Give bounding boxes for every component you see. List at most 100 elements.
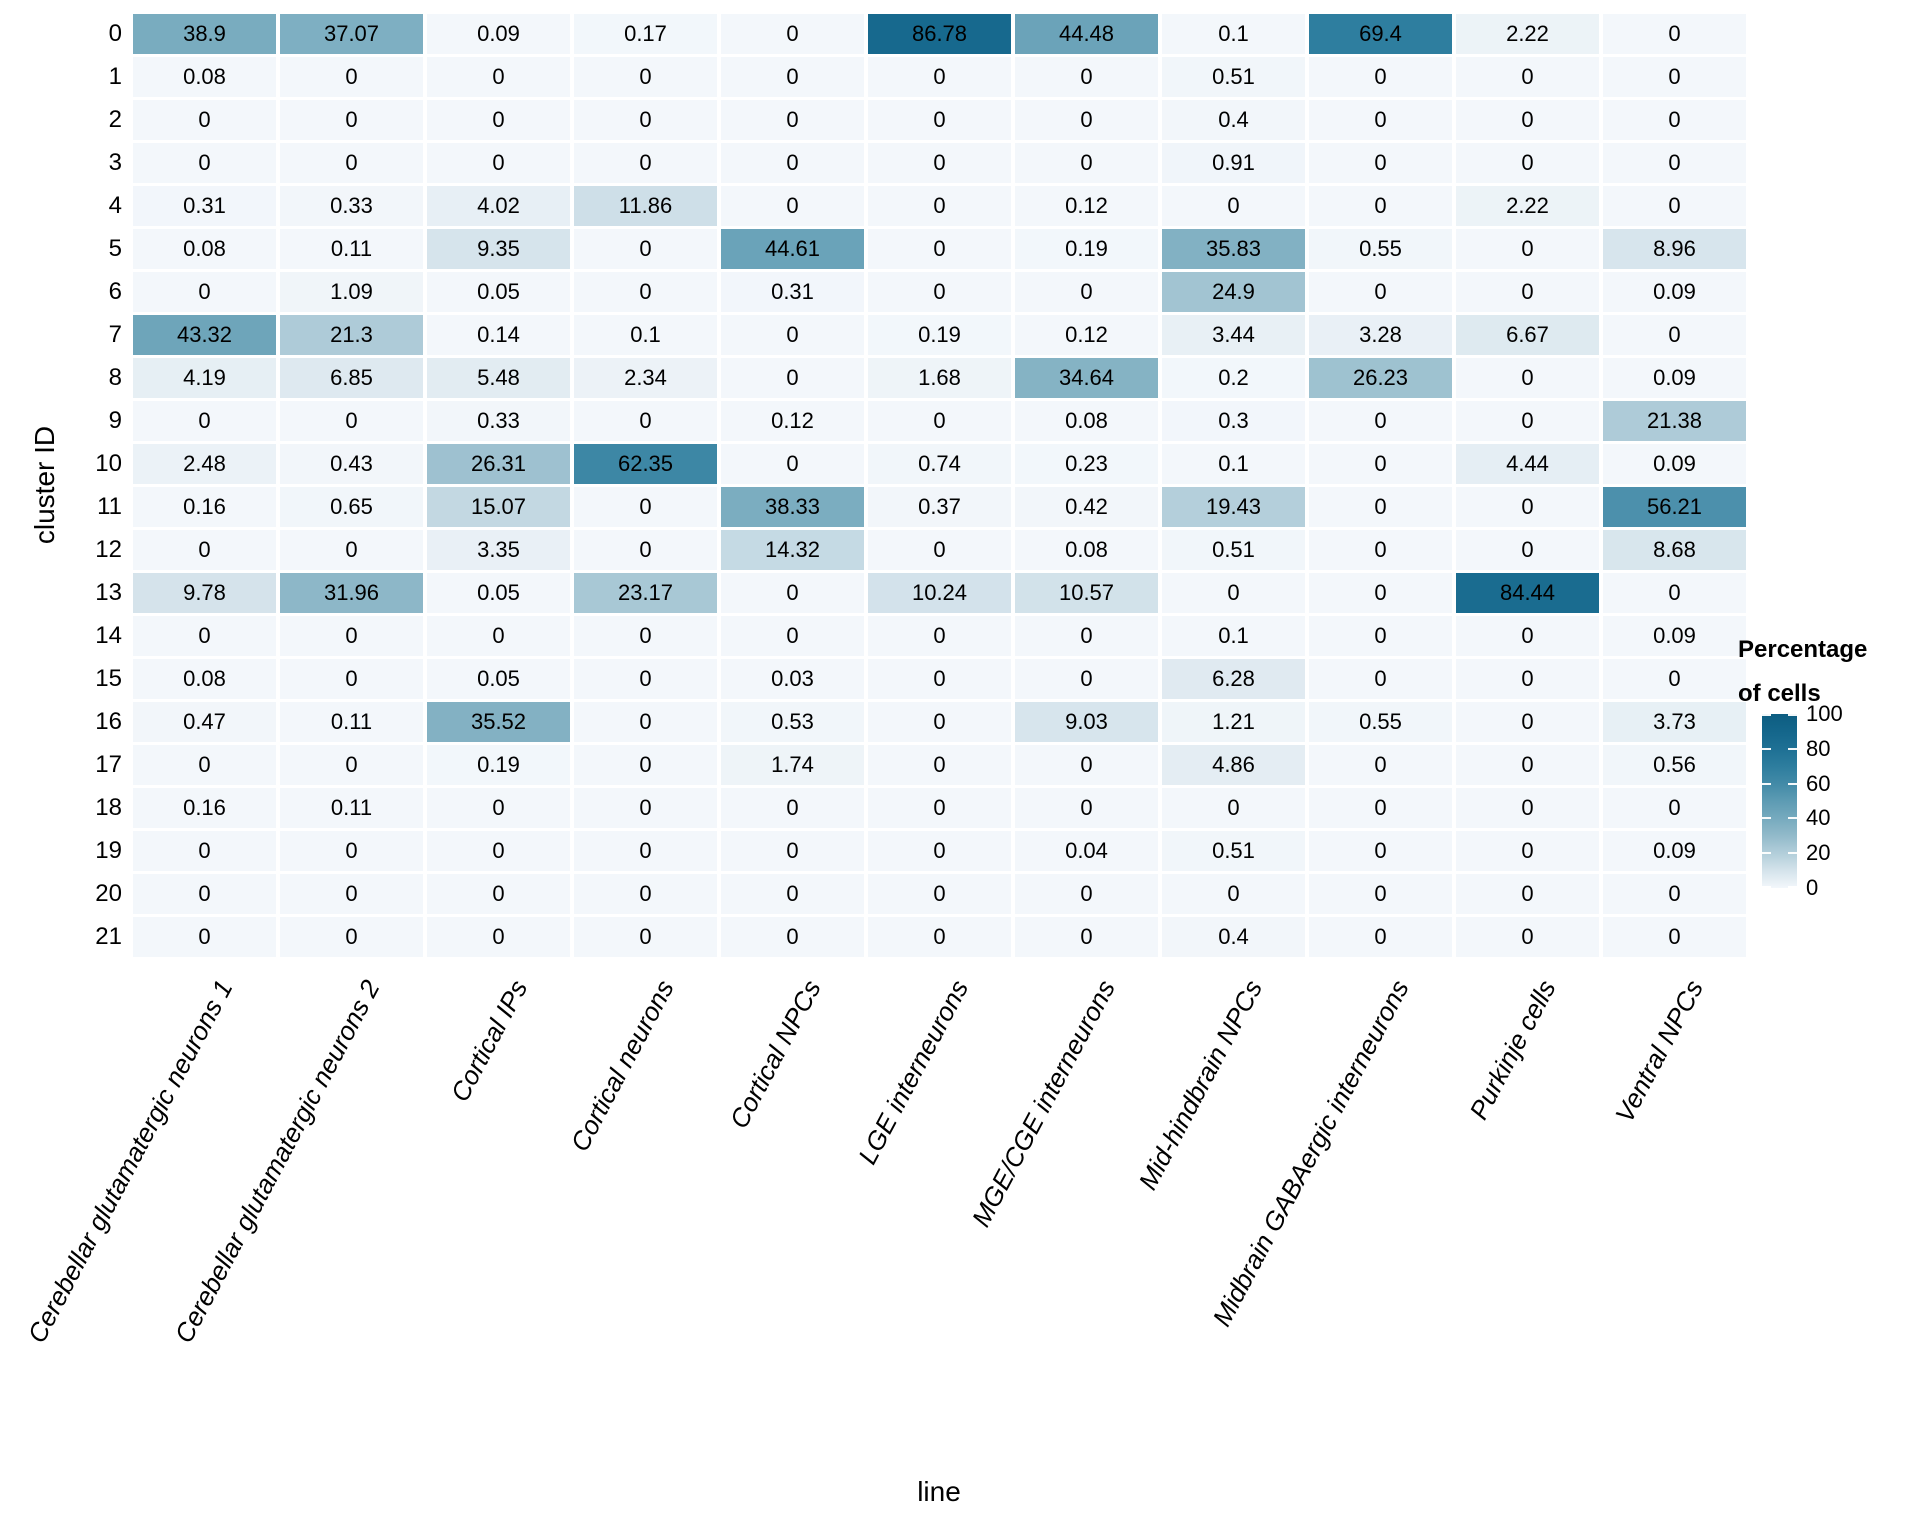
heatmap-cell: 0: [574, 702, 717, 742]
heatmap-cell: 2.22: [1456, 14, 1599, 54]
heatmap-cell: 0.05: [427, 659, 570, 699]
heatmap-cell: 0: [133, 874, 276, 914]
heatmap-cell: 2.48: [133, 444, 276, 484]
heatmap-cell: 0.05: [427, 272, 570, 312]
y-axis-tick-label: 8: [108, 364, 122, 391]
x-axis-tick-label: MGE/CGE interneurons: [965, 975, 1121, 1232]
heatmap-cell: 0: [1456, 530, 1599, 570]
heatmap-cell: 0: [280, 616, 423, 656]
heatmap-cell: 0.04: [1015, 831, 1158, 871]
heatmap-cell: 0: [1603, 186, 1746, 226]
heatmap-cell: 0: [1603, 57, 1746, 97]
heatmap-cell: 0: [133, 616, 276, 656]
y-axis-title: cluster ID: [29, 425, 60, 545]
heatmap-cell: 0: [427, 788, 570, 828]
heatmap-cell: 0: [574, 57, 717, 97]
heatmap-cell: 0.55: [1309, 229, 1452, 269]
x-axis-tick-label: Mid-hindbrain NPCs: [1132, 975, 1268, 1195]
heatmap-cell: 0: [868, 401, 1011, 441]
heatmap-cell: 0: [1309, 143, 1452, 183]
heatmap-cell: 4.02: [427, 186, 570, 226]
heatmap-cell: 0: [721, 57, 864, 97]
heatmap-cell: 0.16: [133, 788, 276, 828]
heatmap-cell: 0: [280, 143, 423, 183]
heatmap-cell: 0: [1162, 788, 1305, 828]
heatmap-cell: 0: [1309, 659, 1452, 699]
heatmap-cell: 0: [1456, 272, 1599, 312]
heatmap-cell: 0: [427, 831, 570, 871]
heatmap-cell: 15.07: [427, 487, 570, 527]
heatmap-cell: 0.1: [1162, 444, 1305, 484]
heatmap-cell: 0.05: [427, 573, 570, 613]
heatmap-cell: 1.68: [868, 358, 1011, 398]
y-axis-tick-label: 17: [95, 751, 122, 778]
heatmap-cell: 0: [280, 100, 423, 140]
heatmap-cell: 0.43: [280, 444, 423, 484]
heatmap-cell: 0: [1015, 272, 1158, 312]
heatmap-cell: 0: [1309, 444, 1452, 484]
heatmap-cell: 0: [1309, 573, 1452, 613]
heatmap-cell: 0.09: [1603, 358, 1746, 398]
heatmap-cell: 0: [868, 530, 1011, 570]
legend-tick-mark: [1762, 886, 1771, 888]
heatmap-cell: 0: [280, 831, 423, 871]
heatmap-cell: 0: [1456, 788, 1599, 828]
y-axis-tick-label: 10: [95, 450, 122, 477]
heatmap-cell: 0.12: [1015, 315, 1158, 355]
heatmap-cell: 0.11: [280, 702, 423, 742]
heatmap-cell: 0: [133, 143, 276, 183]
y-axis-tick-label: 6: [108, 278, 122, 305]
heatmap-cell: 0: [1456, 358, 1599, 398]
heatmap-cell: 3.44: [1162, 315, 1305, 355]
heatmap-cell: 0: [1309, 788, 1452, 828]
heatmap-cell: 6.28: [1162, 659, 1305, 699]
y-axis-tick-label: 11: [97, 493, 122, 520]
heatmap-cell: 0: [721, 100, 864, 140]
heatmap-cell: 0: [1456, 745, 1599, 785]
heatmap-cell: 0: [280, 401, 423, 441]
heatmap-cell: 0: [1015, 100, 1158, 140]
heatmap-cell: 0.09: [1603, 831, 1746, 871]
legend-title-line2: of cells: [1738, 680, 1821, 707]
heatmap-cell: 0: [280, 745, 423, 785]
heatmap-cell: 3.35: [427, 530, 570, 570]
heatmap-cell: 0.31: [721, 272, 864, 312]
heatmap-cell: 0: [721, 14, 864, 54]
y-axis-tick-label: 0: [108, 20, 122, 47]
heatmap-cell: 0: [1456, 831, 1599, 871]
heatmap-cell: 0: [721, 616, 864, 656]
y-axis-tick-labels: 0 1 2 3 4 5 6 7 8 9 10 11 12 13 14 15 16 17 18 19 20 21: [0, 14, 122, 957]
heatmap-cell: 0: [1603, 315, 1746, 355]
heatmap-cell: 0: [1309, 57, 1452, 97]
heatmap-cell: 0.1: [1162, 14, 1305, 54]
heatmap-cell: 0: [574, 143, 717, 183]
heatmap-cell: 56.21: [1603, 487, 1746, 527]
heatmap-cell: 0: [1603, 874, 1746, 914]
heatmap-cell: 0.4: [1162, 917, 1305, 957]
heatmap-cell: 0.17: [574, 14, 717, 54]
heatmap-cell: 0.4: [1162, 100, 1305, 140]
heatmap-cell: 38.9: [133, 14, 276, 54]
heatmap-cell: 26.23: [1309, 358, 1452, 398]
y-axis-tick-label: 7: [108, 321, 122, 348]
legend-tick-mark: [1788, 886, 1797, 888]
heatmap-cell: 0: [868, 831, 1011, 871]
heatmap-cell: 0: [1015, 659, 1158, 699]
heatmap-cell: 34.64: [1015, 358, 1158, 398]
heatmap-cell: 0.33: [280, 186, 423, 226]
heatmap-cell: 0: [1309, 100, 1452, 140]
legend-tick-label: 20: [1806, 840, 1831, 866]
x-axis-tick-label: Cortical IPs: [444, 975, 533, 1107]
heatmap-cell: 0.53: [721, 702, 864, 742]
heatmap-cell: 0: [133, 100, 276, 140]
heatmap-cell: 0: [721, 143, 864, 183]
heatmap-cell: 0: [427, 100, 570, 140]
heatmap-cell: 0: [1603, 788, 1746, 828]
heatmap-cell: 31.96: [280, 573, 423, 613]
legend-tick-mark: [1788, 747, 1797, 750]
heatmap-cell: 0: [574, 530, 717, 570]
heatmap-cell: 0: [133, 401, 276, 441]
heatmap-cell: 0: [1456, 57, 1599, 97]
heatmap-cell: 0.08: [1015, 530, 1158, 570]
legend-tick-mark: [1762, 747, 1771, 750]
